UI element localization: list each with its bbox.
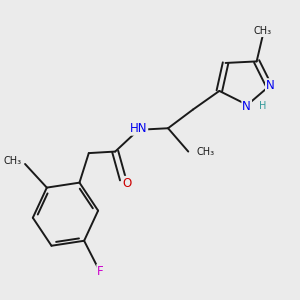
Text: H: H [259,101,267,111]
Text: N: N [266,79,275,92]
Text: CH₃: CH₃ [196,147,214,157]
Text: HN: HN [130,122,147,135]
Text: N: N [242,100,251,113]
Text: CH₃: CH₃ [4,156,22,166]
Text: CH₃: CH₃ [254,26,272,36]
Text: F: F [97,265,104,278]
Text: O: O [122,177,131,190]
